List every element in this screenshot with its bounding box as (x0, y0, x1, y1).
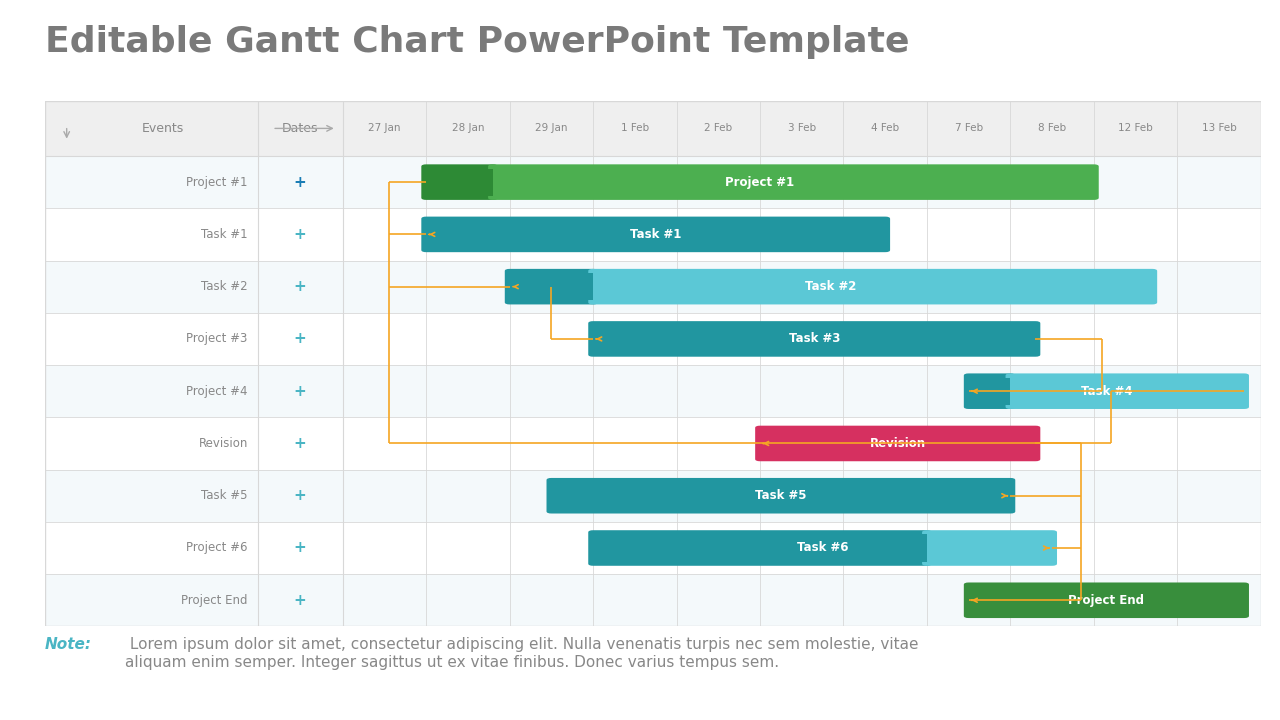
FancyBboxPatch shape (504, 269, 598, 305)
Text: Project #1: Project #1 (187, 176, 248, 189)
Text: Project #3: Project #3 (187, 333, 248, 346)
Text: +: + (294, 593, 306, 608)
Text: Editable Gantt Chart PowerPoint Template: Editable Gantt Chart PowerPoint Template (45, 25, 909, 59)
Text: +: + (294, 227, 306, 242)
Text: Events: Events (142, 122, 184, 135)
Bar (590, 271, 1152, 302)
Bar (45, 469, 1261, 522)
Bar (45, 522, 1261, 574)
Text: 1 Feb: 1 Feb (621, 123, 649, 133)
Text: Task #1: Task #1 (630, 228, 681, 241)
Text: Project End: Project End (182, 594, 248, 607)
FancyBboxPatch shape (1006, 374, 1249, 409)
Text: Task #2: Task #2 (805, 280, 856, 293)
Text: 8 Feb: 8 Feb (1038, 123, 1066, 133)
Text: +: + (294, 279, 306, 294)
Bar (45, 101, 1261, 156)
Bar (45, 365, 1261, 418)
Text: 3 Feb: 3 Feb (787, 123, 815, 133)
Bar (515, 273, 593, 300)
Text: 12 Feb: 12 Feb (1119, 123, 1153, 133)
Text: Task #4: Task #4 (1080, 384, 1132, 397)
Text: +: + (294, 384, 306, 399)
Text: +: + (294, 541, 306, 556)
Text: 13 Feb: 13 Feb (1202, 123, 1236, 133)
Bar (45, 208, 1261, 261)
Bar (45, 312, 1261, 365)
Bar (974, 377, 1010, 405)
Text: Project #6: Project #6 (187, 541, 248, 554)
Text: 4 Feb: 4 Feb (872, 123, 900, 133)
FancyBboxPatch shape (421, 164, 498, 200)
FancyBboxPatch shape (421, 217, 890, 252)
Text: Project End: Project End (1069, 594, 1144, 607)
Text: +: + (294, 175, 306, 189)
Bar (45, 574, 1261, 626)
Text: +: + (294, 436, 306, 451)
Text: Revision: Revision (869, 437, 925, 450)
Text: Task #3: Task #3 (788, 333, 840, 346)
Text: Task #2: Task #2 (201, 280, 248, 293)
Text: Dates: Dates (282, 122, 319, 135)
Bar (924, 532, 1052, 564)
FancyBboxPatch shape (488, 164, 1098, 200)
Text: Note:: Note: (45, 637, 92, 652)
Text: Task #1: Task #1 (201, 228, 248, 241)
FancyBboxPatch shape (589, 321, 1041, 356)
Text: Task #5: Task #5 (201, 489, 248, 503)
Text: Task #5: Task #5 (755, 489, 806, 503)
Text: +: + (294, 331, 306, 346)
Bar (45, 261, 1261, 312)
Text: 29 Jan: 29 Jan (535, 123, 567, 133)
Bar (490, 166, 1094, 198)
Text: 7 Feb: 7 Feb (955, 123, 983, 133)
FancyBboxPatch shape (964, 582, 1249, 618)
Text: 27 Jan: 27 Jan (369, 123, 401, 133)
Text: Project #4: Project #4 (187, 384, 248, 397)
Text: +: + (294, 488, 306, 503)
Bar (45, 418, 1261, 469)
FancyBboxPatch shape (547, 478, 1015, 513)
Text: Project #1: Project #1 (726, 176, 795, 189)
Text: Task #6: Task #6 (797, 541, 849, 554)
FancyBboxPatch shape (922, 530, 1057, 566)
Text: Revision: Revision (198, 437, 248, 450)
Text: Lorem ipsum dolor sit amet, consectetur adipiscing elit. Nulla venenatis turpis : Lorem ipsum dolor sit amet, consectetur … (125, 637, 919, 670)
FancyBboxPatch shape (964, 374, 1015, 409)
Bar (598, 534, 927, 562)
FancyBboxPatch shape (589, 530, 932, 566)
Bar (431, 168, 493, 196)
Bar (45, 156, 1261, 208)
Text: 2 Feb: 2 Feb (704, 123, 732, 133)
Text: 28 Jan: 28 Jan (452, 123, 484, 133)
FancyBboxPatch shape (755, 426, 1041, 462)
FancyBboxPatch shape (589, 269, 1157, 305)
Bar (1007, 376, 1244, 407)
